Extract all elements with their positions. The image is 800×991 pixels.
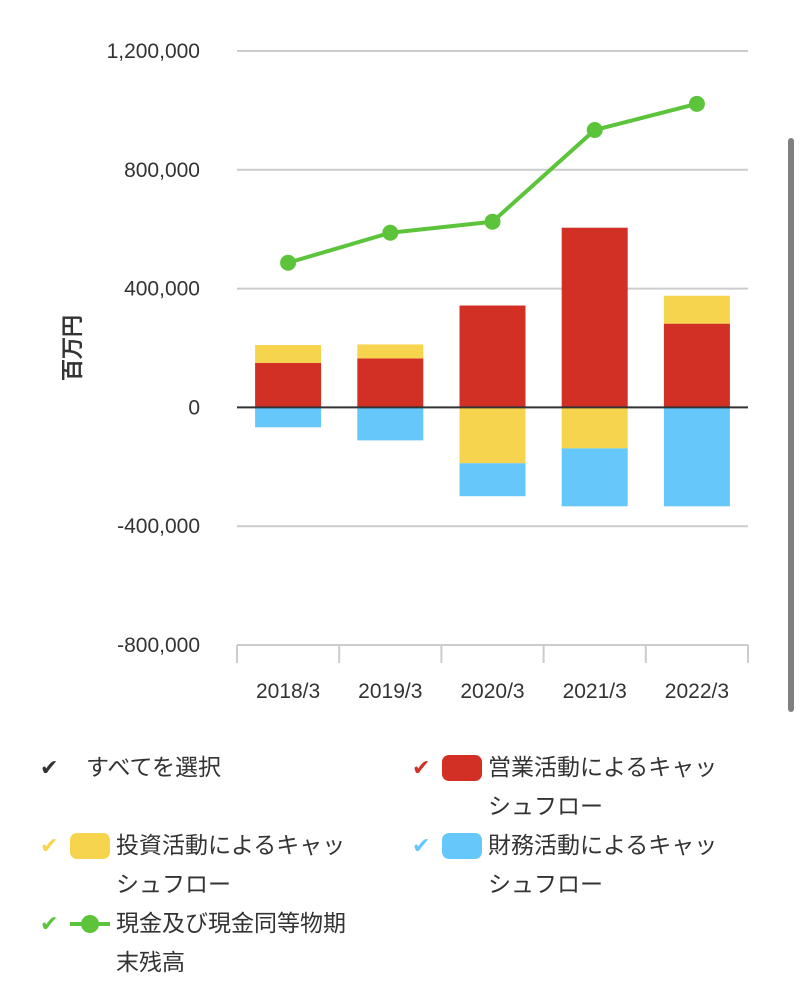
bar-segment[interactable] [357, 344, 424, 359]
x-tick-label: 2019/3 [358, 680, 422, 703]
check-icon: ✔ [412, 833, 431, 858]
bar-segment[interactable] [459, 407, 526, 464]
bar-segment[interactable] [561, 407, 628, 449]
x-axis: 2018/3 2019/3 2020/3 2021/3 2022/3 [236, 644, 749, 703]
x-tick-label: 2022/3 [665, 680, 729, 703]
y-axis-label: 百万円 [60, 315, 85, 381]
legend-label: 営業活動によるキャッシュフロー [488, 754, 718, 819]
x-tick-label: 2021/3 [563, 680, 627, 703]
line-point[interactable] [586, 122, 603, 139]
legend-label: 投資活動によるキャッシュフロー [116, 832, 346, 897]
legend-item-financing-cf[interactable]: ✔ 財務活動によるキャッシュフロー [412, 826, 738, 904]
legend-label: 現金及び現金同等物期末残高 [116, 910, 346, 975]
legend-item-operating-cf[interactable]: ✔ 営業活動によるキャッシュフロー [412, 748, 738, 826]
legend-item-cash-balance[interactable]: ✔ 現金及び現金同等物期末残高 [40, 904, 356, 982]
bar-segment[interactable] [561, 227, 628, 408]
line-series-cash-balance[interactable] [280, 95, 705, 271]
y-tick-label: 1,200,000 [107, 40, 200, 63]
bar-segment[interactable] [357, 358, 424, 408]
line-point[interactable] [280, 254, 297, 271]
bar-segment[interactable] [255, 407, 322, 428]
check-icon: ✔ [40, 833, 59, 858]
legend-select-all[interactable]: ✔ すべてを選択 [40, 748, 336, 788]
legend-item-investing-cf[interactable]: ✔ 投資活動によるキャッシュフロー [40, 826, 366, 904]
legend: ✔ すべてを選択 ✔ 営業活動によるキャッシュフロー ✔ 投資活動によるキャッシ… [0, 740, 800, 991]
bar-segment[interactable] [561, 448, 628, 507]
cash-flow-chart: 1,200,000 800,000 400,000 0 -400,000 -800,000… [60, 40, 749, 703]
y-axis: 1,200,000 800,000 400,000 0 -400,000 -800,000 [107, 40, 200, 657]
check-icon: ✔ [40, 755, 59, 780]
line-point[interactable] [382, 224, 399, 241]
x-tick-label: 2018/3 [256, 680, 320, 703]
x-tick-label: 2020/3 [460, 680, 524, 703]
bar-segment[interactable] [663, 323, 730, 408]
bar-segment[interactable] [255, 345, 322, 363]
y-tick-label: 400,000 [124, 278, 200, 301]
line-point[interactable] [688, 95, 705, 112]
legend-line-marker-icon [70, 911, 110, 937]
legend-swatch-operating [442, 755, 482, 781]
line-point[interactable] [484, 213, 501, 230]
y-tick-label: -400,000 [117, 515, 200, 538]
line-path [287, 101, 698, 265]
y-tick-label: 800,000 [124, 159, 200, 182]
legend-swatch-financing [442, 833, 482, 859]
bar-segment[interactable] [663, 295, 730, 324]
scrollbar[interactable] [788, 138, 794, 712]
bar-segment[interactable] [255, 362, 322, 408]
bar-segment[interactable] [459, 463, 526, 497]
bar-segment[interactable] [357, 407, 424, 441]
y-tick-label: -800,000 [117, 634, 200, 657]
check-icon: ✔ [40, 911, 59, 936]
check-icon: ✔ [412, 755, 431, 780]
y-tick-label: 0 [188, 396, 200, 419]
legend-label: すべてを選択 [86, 754, 222, 780]
legend-label: 財務活動によるキャッシュフロー [488, 832, 718, 897]
bar-series[interactable] [255, 227, 730, 507]
bar-segment[interactable] [459, 305, 526, 408]
legend-swatch-investing [70, 833, 110, 859]
bar-segment[interactable] [663, 407, 730, 507]
